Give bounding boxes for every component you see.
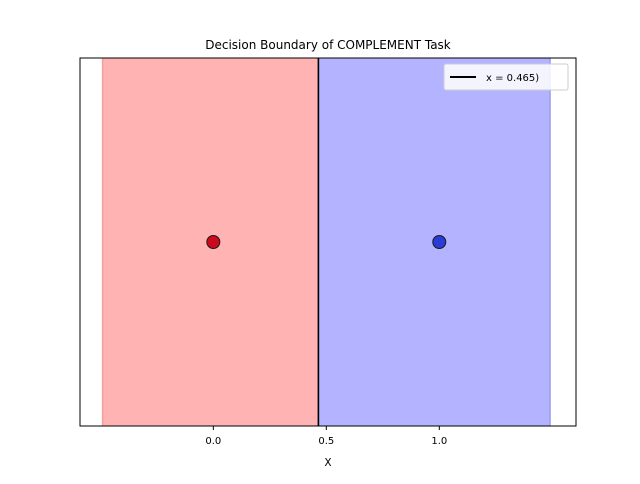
decision-regions (101, 58, 551, 426)
chart-title: Decision Boundary of COMPLEMENT Task (205, 38, 451, 52)
data-point-1 (432, 235, 447, 249)
legend-entry-boundary: x = 0.465) (486, 73, 539, 84)
legend-box (443, 63, 569, 91)
plot-frame (79, 57, 577, 427)
x-tick-label: 0.0 (205, 436, 221, 447)
legend: x = 0.465) (443, 63, 569, 91)
x-axis-ticks: 0.0 0.5 1.0 (205, 426, 447, 447)
x-axis-label: X (324, 457, 331, 469)
x-tick-label: 0.5 (318, 436, 334, 447)
data-point-0 (206, 235, 221, 249)
data-points (206, 235, 447, 249)
x-tick-label: 1.0 (431, 436, 447, 447)
